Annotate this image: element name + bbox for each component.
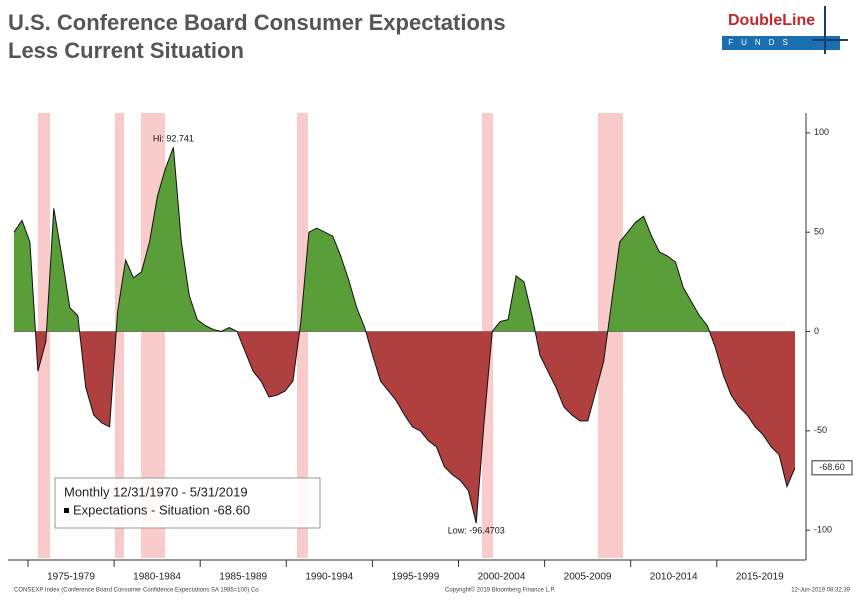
- logo-box: [722, 8, 840, 32]
- logo-bar: [722, 36, 840, 50]
- footer-copyright: Copyright© 2019 Bloomberg Finance L.P.: [445, 587, 556, 594]
- area-positive: [14, 147, 710, 332]
- line: [13, 147, 796, 524]
- legend: [54, 477, 321, 529]
- y-tick-label: -50: [814, 425, 827, 435]
- y-tick-label: 100: [814, 127, 829, 137]
- last-value-label: -68.60: [819, 462, 845, 472]
- high-label: Hi: 92.741: [153, 134, 194, 144]
- logo-name: DoubleLine: [728, 12, 815, 29]
- footer-source: CONSEXP Index (Conference Board Consumer…: [14, 588, 259, 594]
- y-tick-label: -100: [814, 525, 832, 535]
- x-tick-label: 1975-1979: [47, 572, 95, 583]
- recession-band: [297, 113, 308, 558]
- logo-sub: FUNDS: [728, 38, 796, 47]
- title: U.S. Conference Board Consumer Expectati…: [8, 10, 506, 35]
- x-tick-label: 2000-2004: [478, 572, 526, 583]
- title: Less Current Situation: [8, 38, 244, 63]
- low-label: Low: -96.4703: [448, 526, 505, 536]
- area-negative: [14, 331, 795, 524]
- y-tick-label: 0: [814, 326, 819, 336]
- logo: DoubleLine FUNDS: [722, 6, 848, 54]
- x-tick-label: 1985-1989: [219, 572, 267, 583]
- x-tick-label: 1995-1999: [391, 572, 439, 583]
- x-tick-label: 1990-1994: [305, 572, 353, 583]
- recession-band: [115, 113, 124, 558]
- x-tick-label: 2005-2009: [564, 572, 612, 583]
- x-tick-label: 2015-2019: [736, 572, 784, 583]
- legend-swatch: [64, 508, 69, 513]
- footer-timestamp: 12-Jun-2019 08:32:39: [791, 588, 850, 594]
- legend-entry: Expectations - Situation -68.60: [73, 502, 250, 517]
- x-tick-label: 2010-2014: [650, 572, 698, 583]
- x-tick-label: 1980-1984: [133, 572, 181, 583]
- y-tick-label: 50: [814, 227, 824, 237]
- legend-period: Monthly 12/31/1970 - 5/31/2019: [64, 484, 248, 499]
- last-value-box: [811, 460, 853, 476]
